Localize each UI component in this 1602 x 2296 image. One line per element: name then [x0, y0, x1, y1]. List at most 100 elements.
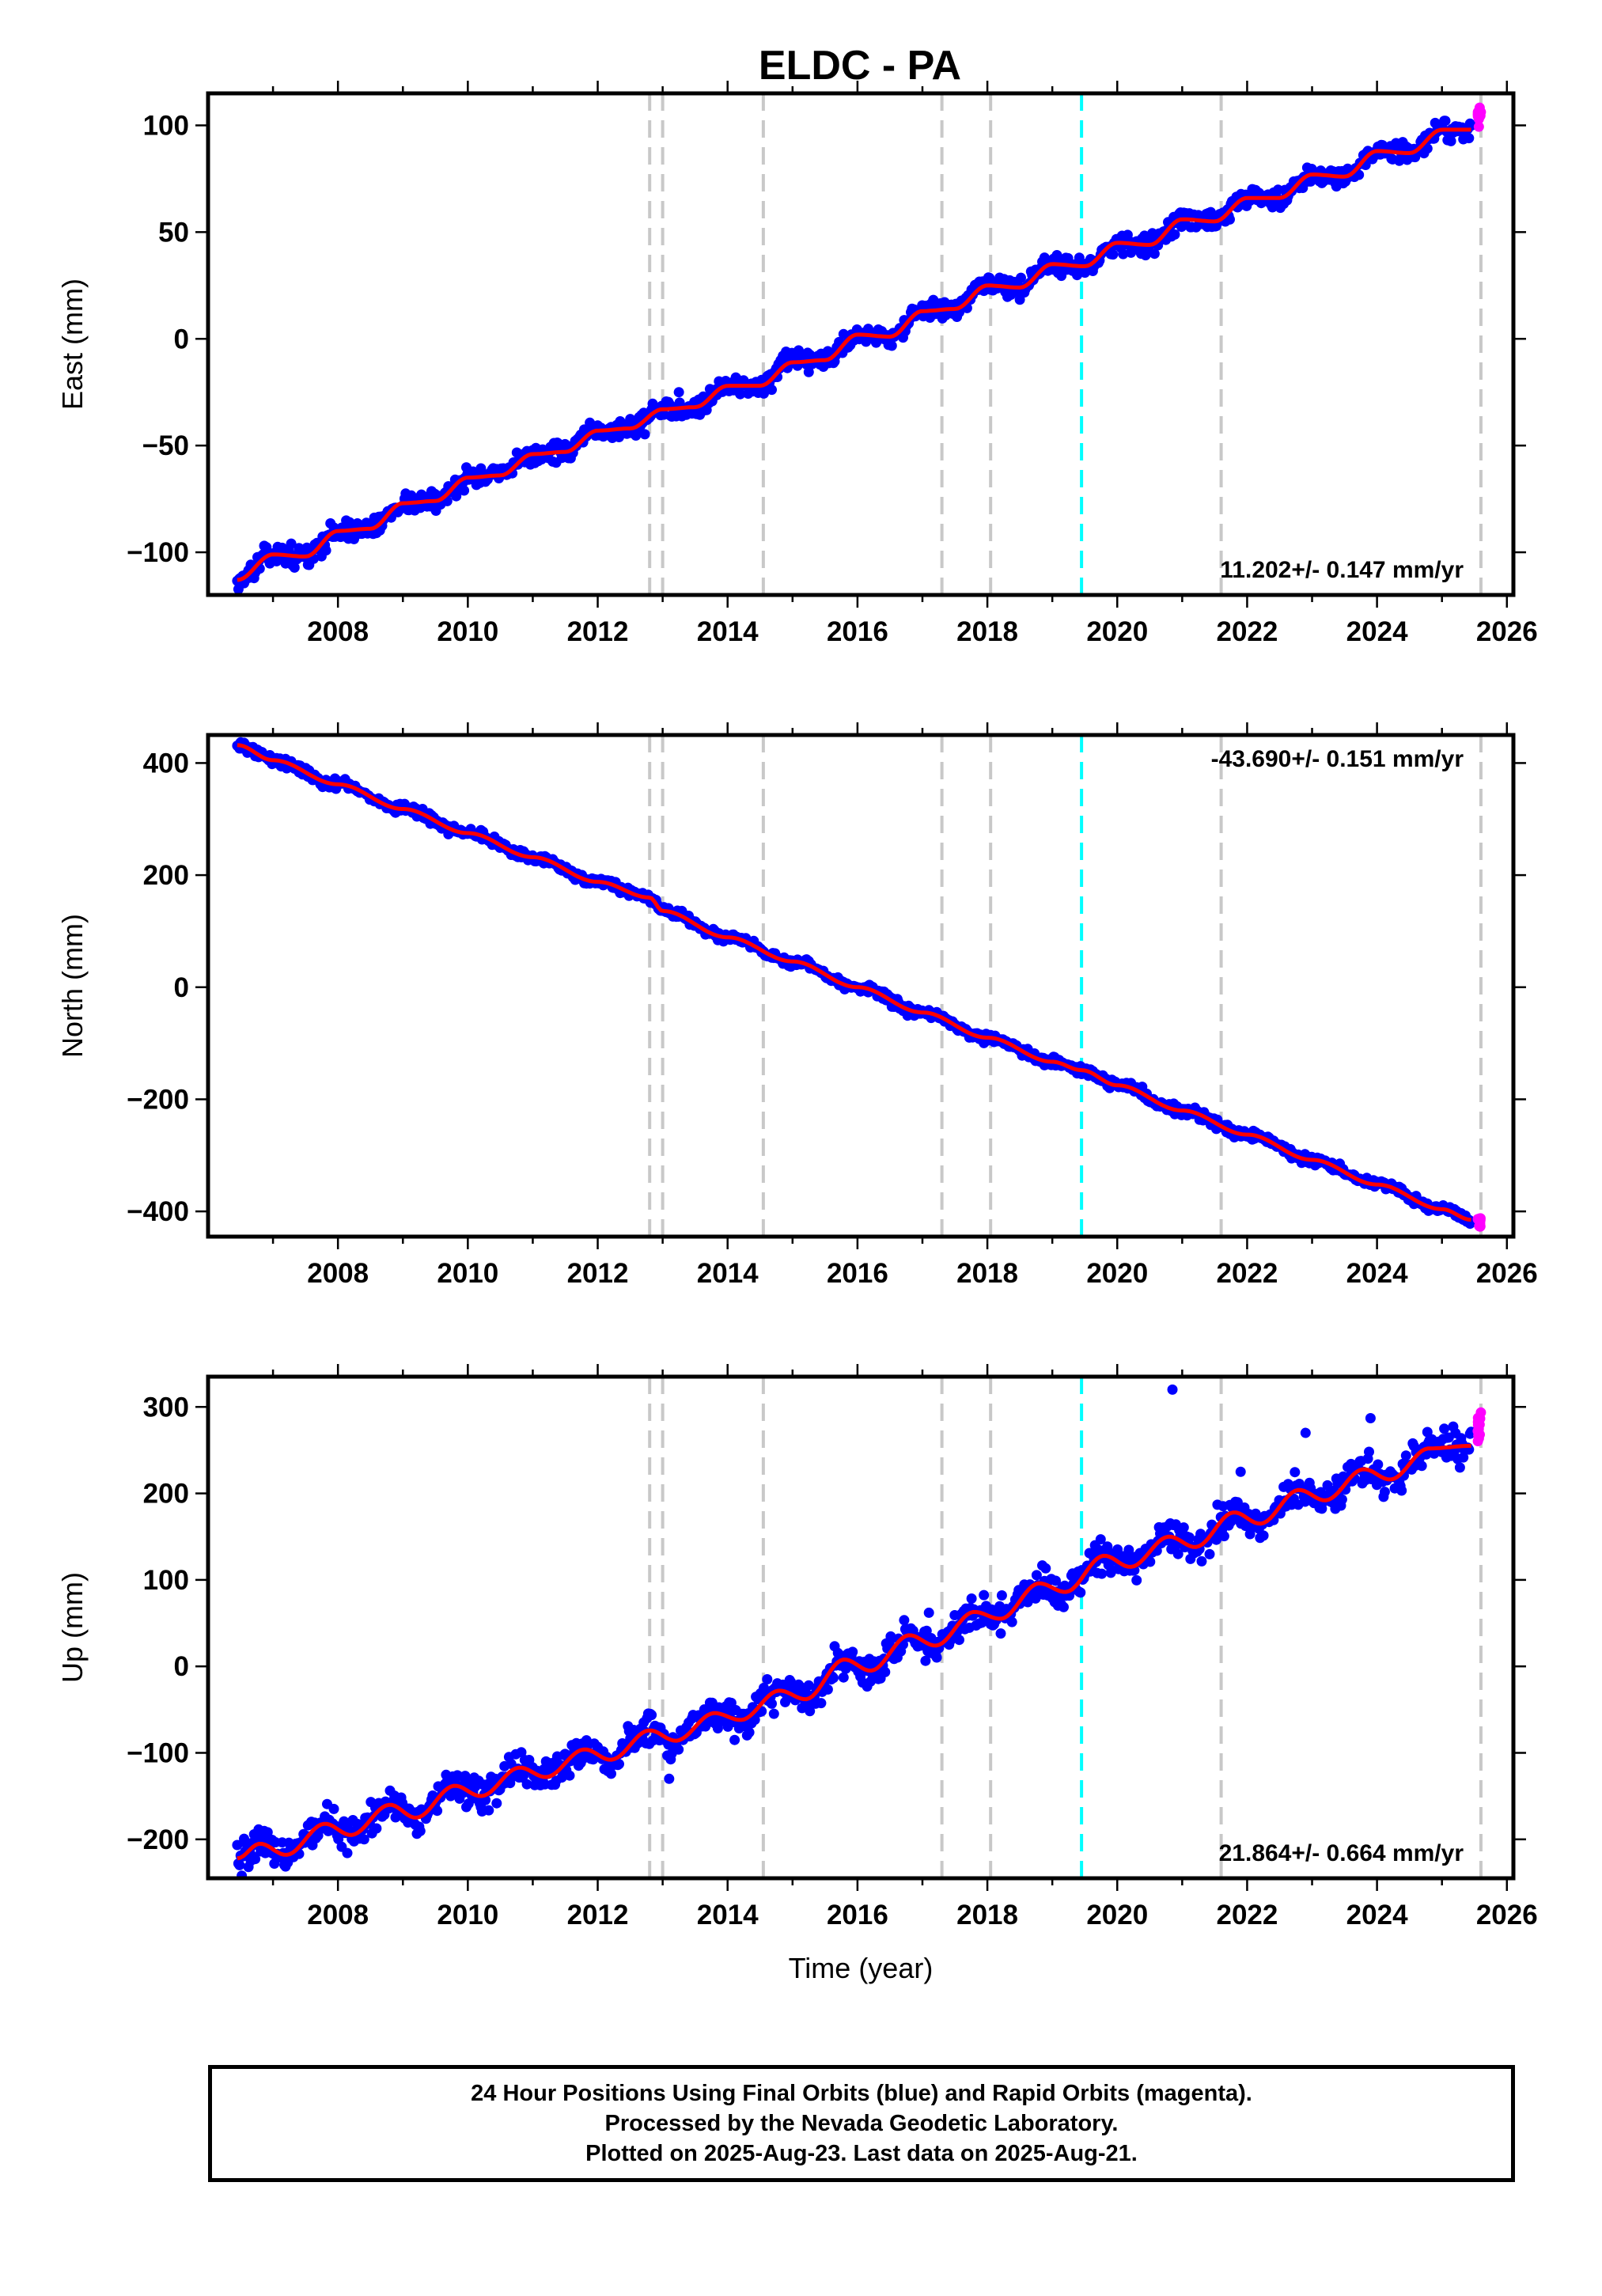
north-x-tick-label: 2026 — [1476, 1258, 1538, 1289]
north-x-tick-label: 2012 — [567, 1258, 629, 1289]
up-final-point — [1211, 1534, 1221, 1545]
panels: 2008 2010 2012 2014 2016 2018 2020 2022 2024 2026… — [56, 81, 1538, 1984]
up-final-point — [606, 1768, 616, 1779]
up-final-point — [415, 1825, 426, 1836]
north-y-tick-label: −200 — [127, 1084, 189, 1115]
up-final-point — [767, 1698, 777, 1709]
up-final-point — [1184, 1532, 1195, 1543]
up-final-point — [1218, 1531, 1229, 1542]
north-panel: 2008 2010 2012 2014 2016 2018 2020 2022 2024 2026… — [56, 722, 1538, 1289]
up-final-point — [234, 1859, 245, 1870]
east-x-tick-label: 2014 — [697, 616, 759, 647]
up-rate-label: 21.864+/- 0.664 mm/yr — [1219, 1840, 1464, 1866]
up-final-point — [931, 1652, 942, 1663]
east-final-point — [1422, 143, 1433, 154]
up-final-point — [1373, 1459, 1384, 1470]
east-plot-area — [232, 102, 1486, 595]
east-final-point — [674, 397, 685, 408]
east-final-point — [1122, 229, 1133, 241]
up-final-point — [1196, 1555, 1207, 1567]
up-x-tick-label: 2022 — [1216, 1900, 1278, 1930]
up-y-axis-title: Up (mm) — [56, 1572, 89, 1683]
up-final-point — [1258, 1530, 1269, 1541]
east-final-point — [289, 562, 300, 573]
up-final-point — [1075, 1587, 1086, 1598]
up-model-fit-line — [237, 1443, 1471, 1861]
north-x-tick-label: 2024 — [1346, 1258, 1408, 1289]
footer-line-processor: Processed by the Nevada Geodetic Laborat… — [604, 2111, 1119, 2136]
up-x-tick-label: 2012 — [567, 1900, 629, 1930]
up-final-point — [1416, 1461, 1427, 1472]
up-final-point — [1131, 1574, 1142, 1586]
up-outlier-point — [1167, 1384, 1178, 1395]
east-final-point — [459, 485, 470, 496]
up-final-point — [333, 1834, 344, 1844]
up-final-point — [885, 1631, 896, 1642]
east-final-point — [451, 491, 462, 502]
east-x-tick-label: 2018 — [956, 616, 1018, 647]
up-final-point — [816, 1698, 827, 1709]
up-final-point — [979, 1589, 990, 1601]
up-y-tick-label: −200 — [127, 1824, 189, 1855]
up-final-point — [262, 1827, 273, 1838]
east-outlier-point — [673, 387, 684, 398]
up-final-point — [966, 1593, 977, 1604]
north-x-tick-label: 2014 — [697, 1258, 759, 1289]
up-final-point — [1458, 1452, 1469, 1463]
east-rapid-point — [1473, 121, 1484, 132]
east-final-point — [1149, 248, 1160, 260]
north-x-tick-label: 2008 — [307, 1258, 369, 1289]
up-final-point — [1095, 1534, 1106, 1545]
north-y-axis-title: North (mm) — [56, 914, 89, 1058]
up-rapid-point — [1475, 1407, 1486, 1418]
up-panel: 2008 2010 2012 2014 2016 2018 2020 2022 2024 2026… — [56, 1364, 1538, 1984]
north-x-tick-label: 2020 — [1086, 1258, 1148, 1289]
north-rate-label: -43.690+/- 0.151 mm/yr — [1211, 746, 1464, 772]
up-x-tick-label: 2020 — [1086, 1900, 1148, 1930]
up-final-point — [463, 1798, 474, 1809]
up-final-point — [1051, 1575, 1061, 1586]
up-final-point — [460, 1771, 471, 1782]
up-final-point — [516, 1747, 527, 1758]
north-y-tick-label: −400 — [127, 1196, 189, 1227]
up-y-tick-label: 300 — [143, 1392, 189, 1423]
up-final-point — [232, 1839, 243, 1851]
east-x-tick-label: 2024 — [1346, 616, 1408, 647]
up-y-tick-label: 0 — [174, 1651, 189, 1682]
east-x-tick-label: 2016 — [827, 616, 888, 647]
up-outlier-point — [1300, 1427, 1311, 1438]
north-y-tick-label: 0 — [174, 972, 189, 1003]
east-y-tick-label: −50 — [142, 430, 189, 461]
up-final-point — [491, 1798, 502, 1809]
north-model-fit-line — [237, 743, 1471, 1222]
up-final-point — [521, 1779, 532, 1790]
up-final-point — [1096, 1568, 1108, 1579]
up-final-point — [673, 1744, 684, 1755]
up-outlier-point — [923, 1607, 934, 1618]
footer-line-dates: Plotted on 2025-Aug-23. Last data on 202… — [585, 2141, 1138, 2166]
up-final-point — [749, 1714, 760, 1726]
up-x-tick-label: 2008 — [307, 1900, 369, 1930]
up-final-point — [564, 1770, 575, 1781]
east-model-fit-line — [237, 127, 1471, 582]
east-final-point — [1169, 229, 1180, 240]
east-final-point — [1118, 248, 1129, 260]
up-y-tick-label: 200 — [143, 1479, 189, 1510]
east-x-tick-label: 2010 — [437, 616, 498, 647]
east-final-point — [1445, 135, 1456, 146]
north-x-tick-label: 2022 — [1216, 1258, 1278, 1289]
east-final-point — [1016, 272, 1026, 283]
footer-line-orbits: 24 Hour Positions Using Final Orbits (bl… — [471, 2081, 1252, 2106]
north-x-tick-label: 2010 — [437, 1258, 498, 1289]
up-final-point — [358, 1834, 369, 1845]
east-y-tick-label: 50 — [158, 217, 189, 248]
up-final-point — [880, 1666, 891, 1677]
up-final-point — [729, 1734, 740, 1745]
east-y-tick-label: 100 — [143, 110, 189, 141]
up-final-point — [1336, 1494, 1347, 1505]
north-plot-area — [232, 737, 1486, 1232]
east-final-point — [767, 385, 777, 396]
up-final-point — [805, 1706, 816, 1717]
up-final-point — [1006, 1616, 1017, 1627]
east-x-tick-label: 2020 — [1086, 616, 1148, 647]
